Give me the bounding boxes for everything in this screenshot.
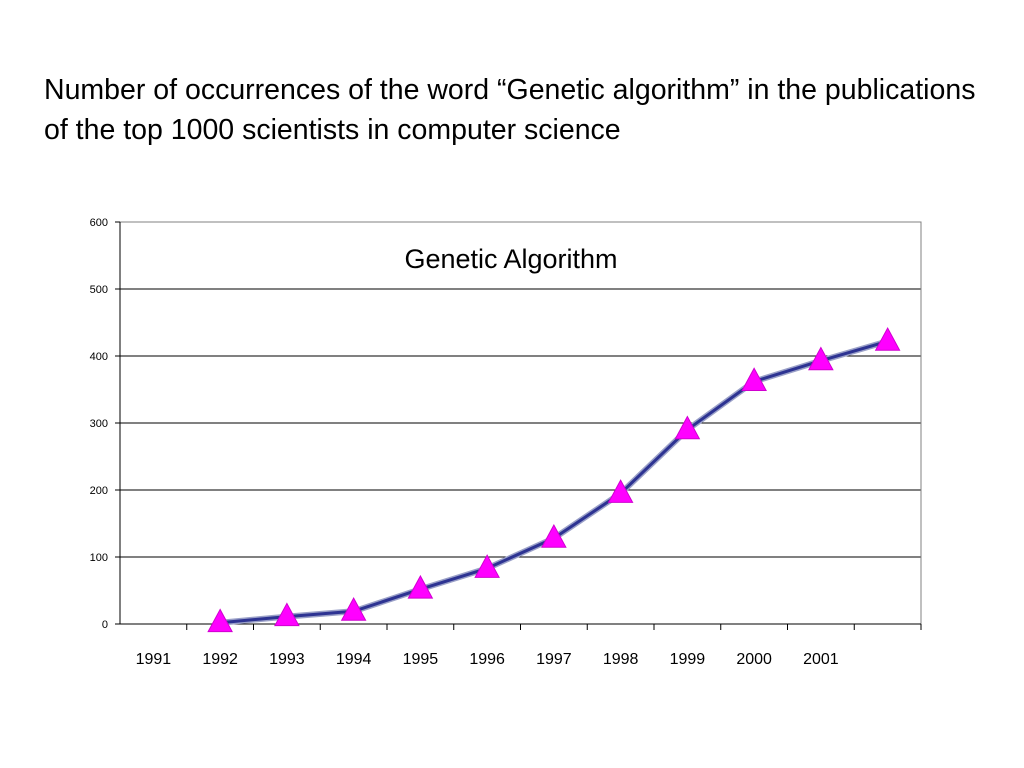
data-point-marker: [874, 327, 901, 351]
x-tick-label: 1992: [202, 651, 238, 668]
data-point-marker: [274, 602, 300, 627]
data-point-marker: [474, 554, 500, 578]
y-tick-label: 0: [102, 619, 108, 631]
x-tick-label: 1993: [269, 651, 305, 668]
data-point-marker: [340, 597, 367, 621]
x-tick-label: 1996: [469, 651, 505, 668]
series-line-shadow: [219, 338, 889, 626]
y-tick-label: 200: [90, 485, 108, 497]
data-point-marker: [808, 346, 834, 371]
x-axis: 1991 1992 1993 1994 1995 1996 1997 1998 1999 2000…: [120, 623, 922, 668]
x-tick-label: 1994: [336, 651, 372, 668]
series-line: [219, 339, 889, 625]
x-tick-label: 2000: [736, 651, 772, 668]
y-axis: 0 100 200 300 400 500 600: [90, 217, 121, 631]
x-tick-label: 1997: [536, 651, 572, 668]
data-point-marker: [541, 523, 567, 548]
x-tick-label: 1998: [603, 651, 639, 668]
series-layer: [207, 327, 901, 633]
data-point-marker: [607, 479, 634, 503]
y-tick-label: 400: [90, 351, 108, 363]
data-point-marker: [407, 574, 434, 599]
chart-title: Genetic Algorithm: [404, 244, 617, 274]
y-tick-label: 500: [90, 284, 108, 296]
x-tick-label: 1999: [670, 651, 706, 668]
y-tick-label: 300: [90, 418, 108, 430]
data-point-marker: [741, 367, 767, 391]
x-tick-label: 1991: [136, 651, 172, 668]
data-point-marker: [207, 608, 233, 633]
y-tick-label: 100: [90, 552, 108, 564]
data-point-marker: [674, 415, 701, 440]
x-tick-label: 1995: [403, 651, 439, 668]
slide-title: Number of occurrences of the word “Genet…: [44, 74, 976, 146]
x-tick-label: 2001: [803, 651, 839, 668]
y-tick-label: 600: [90, 217, 108, 229]
